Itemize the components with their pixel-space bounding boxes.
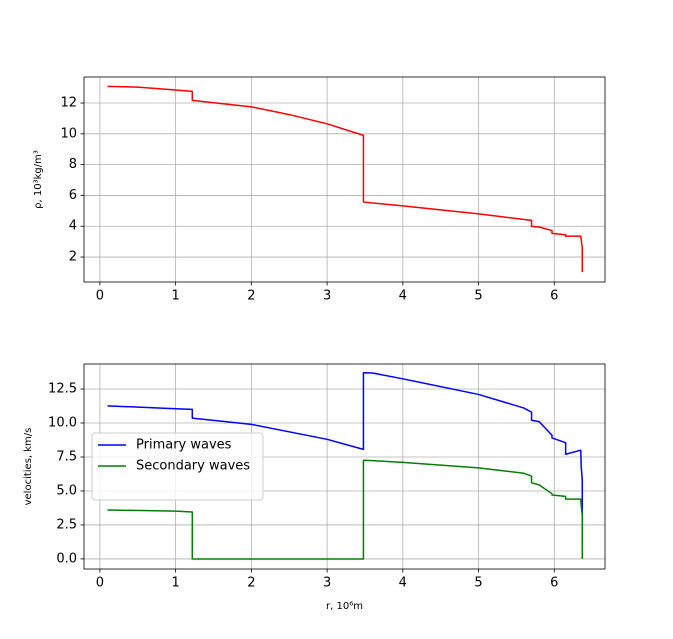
x-tick-label: 2 — [247, 289, 255, 304]
x-tick-label: 2 — [247, 576, 255, 591]
x-tick-label: 3 — [323, 576, 331, 591]
y-tick-label: 6 — [69, 188, 77, 203]
y-tick-label: 8 — [69, 157, 77, 172]
plot-area — [84, 77, 605, 282]
axes-frame — [83, 363, 606, 570]
x-axis-label: r, 10⁶m — [326, 601, 363, 612]
y-tick-label: 7.5 — [56, 449, 77, 464]
clip-group — [107, 371, 584, 540]
legend-box — [91, 432, 264, 501]
line — [107, 459, 584, 560]
legend-label: Primary waves — [136, 438, 232, 453]
clip-group — [107, 459, 584, 560]
x-tick-label: 1 — [171, 576, 179, 591]
line — [107, 371, 584, 540]
y-tick-label: 12.5 — [48, 382, 77, 397]
y-tick-label: 0.0 — [56, 551, 77, 566]
x-tick-label: 1 — [171, 289, 179, 304]
line — [107, 85, 584, 273]
clip-group — [107, 85, 584, 273]
y-axis-label: velocities, km/s — [23, 428, 34, 506]
y-axis-label: ρ, 10³kg/m³ — [33, 150, 44, 209]
y-tick-label: 10.0 — [48, 415, 77, 430]
x-tick-label: 3 — [323, 289, 331, 304]
x-tick-label: 4 — [399, 576, 407, 591]
y-tick-label: 2.5 — [56, 517, 77, 532]
y-tick-label: 4 — [69, 219, 77, 234]
x-tick-label: 6 — [550, 576, 558, 591]
y-tick-label: 2 — [69, 250, 77, 265]
axes-frame — [83, 76, 606, 283]
x-tick-label: 4 — [399, 289, 407, 304]
x-tick-label: 5 — [474, 289, 482, 304]
legend: Primary waves Secondary waves — [91, 432, 264, 501]
legend-label: Secondary waves — [136, 459, 250, 474]
y-tick-label: 5.0 — [56, 483, 77, 498]
x-tick-label: 6 — [550, 289, 558, 304]
x-tick-label: 5 — [474, 576, 482, 591]
y-tick-label: 12 — [60, 96, 77, 111]
x-tick-label: 0 — [96, 289, 104, 304]
y-tick-label: 10 — [60, 126, 77, 141]
x-tick-label: 0 — [96, 576, 104, 591]
